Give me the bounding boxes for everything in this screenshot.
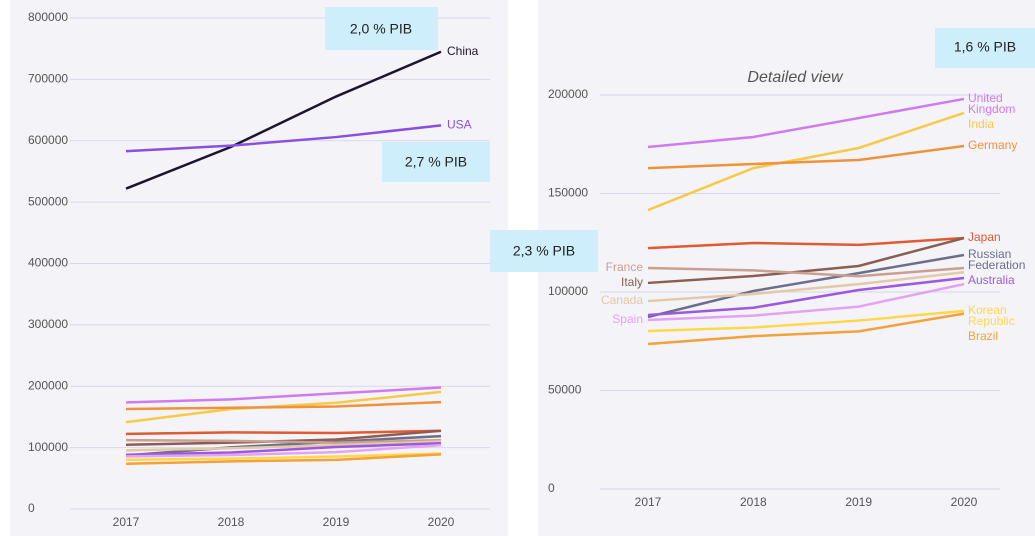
annotation: 2,0 % PIB [350,21,412,37]
series-line [125,438,442,444]
series-label: Italy [621,275,643,289]
y-tick-label: 0 [548,481,555,495]
series-label-box: Korean Republic [968,304,1015,328]
y-tick-label: 200000 [548,87,588,101]
y-tick-label: 0 [28,501,35,515]
series-line [647,309,965,333]
series-line [647,312,965,346]
y-tick-label: 800000 [28,10,68,24]
x-tick-label: 2020 [428,515,455,529]
y-tick-label: 200000 [28,378,68,392]
series-label-box: Russian Federation [968,248,1026,272]
series-line [647,97,965,149]
series-line [125,453,442,466]
x-tick-label: 2017 [635,495,662,509]
annotation-box [382,142,490,182]
y-tick-label: 100000 [28,440,68,454]
annotation-box [490,230,598,272]
series-label: United Kingdom [968,92,1016,116]
series-line [647,236,965,285]
chart-title: Detailed view [747,69,844,86]
y-tick-label: 400000 [28,256,68,270]
y-tick-label: 600000 [28,133,68,147]
x-tick-label: 2017 [113,515,140,529]
series-line [125,429,442,436]
annotation-box [325,7,438,50]
series-line [125,452,442,462]
annotation-box [935,28,1035,68]
series-line [647,253,965,319]
series-label-box: Australia [968,274,1015,287]
annotation: 2,7 % PIB [405,154,467,170]
series-label: Japan [968,232,1001,245]
series-label: Brazil [968,330,999,343]
series-label-box: Germany [968,140,1018,153]
series-line [647,144,965,170]
series-label: Australia [968,274,1015,287]
series-line [647,282,965,322]
series-label: Canada [601,293,643,307]
series-label-box: India [968,118,995,131]
series-line [125,442,442,457]
y-tick-label: 100000 [548,284,588,298]
series-label: USA [447,118,472,132]
series-label-box: Brazil [968,330,999,343]
series-label: Spain [612,312,643,326]
annotation: 2,3 % PIB [513,243,575,259]
x-tick-label: 2018 [218,515,245,529]
y-tick-label: 700000 [28,72,68,86]
series-line [647,271,965,303]
series-label-box: United Kingdom [968,92,1016,116]
series-line [647,276,965,317]
series-label: Korean Republic [968,304,1015,328]
annotation: 1,6 % PIB [954,39,1016,55]
y-tick-label: 500000 [28,194,68,208]
series-line [125,440,442,452]
series-label: China [447,44,479,58]
series-line [125,50,442,190]
y-tick-label: 300000 [28,317,68,331]
series-line [647,111,965,212]
series-line [125,400,442,411]
series-line [647,266,965,278]
series-line [125,386,442,404]
series-line [125,443,442,458]
series-label-box: Japan [968,232,1001,245]
x-tick-label: 2019 [323,515,350,529]
series-line [125,434,442,457]
y-tick-label: 150000 [548,186,588,200]
series-label: France [606,260,644,274]
series-label: India [968,118,995,131]
series-label: Germany [968,140,1018,153]
x-tick-label: 2019 [845,495,872,509]
x-tick-label: 2018 [740,495,767,509]
series-line [125,124,442,153]
x-tick-label: 2020 [951,495,978,509]
y-tick-label: 50000 [548,383,582,397]
series-line [647,236,965,250]
series-label: Russian Federation [968,248,1026,272]
